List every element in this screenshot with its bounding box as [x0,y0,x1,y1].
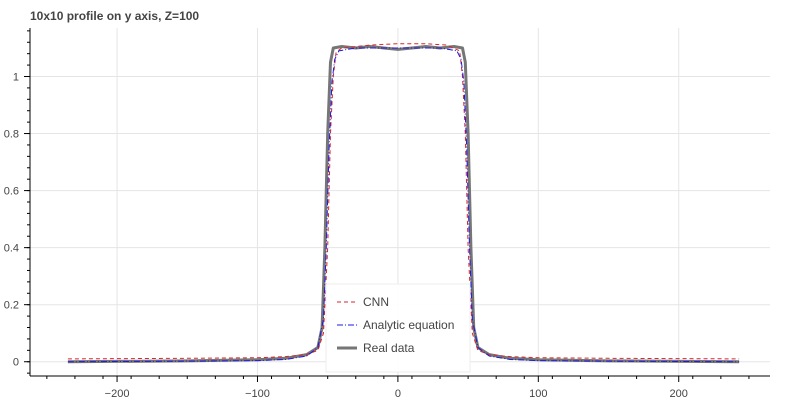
axes: −200 −100 0 100 200 0 0.2 0.4 0.6 0.8 1 [4,28,770,400]
x-tick-label: 100 [529,388,547,400]
legend-label-analytic: Analytic equation [363,318,454,332]
y-tick-label: 0.2 [4,300,19,312]
x-tick-label: 0 [395,388,401,400]
legend: CNN Analytic equation Real data [325,283,471,373]
legend-label-real: Real data [363,341,415,355]
legend-label-cnn: CNN [363,295,389,309]
x-tick-label: 200 [670,388,688,400]
series-lines [67,43,740,364]
chart-title: 10x10 profile on y axis, Z=100 [30,9,199,23]
y-tick-label: 0 [13,357,19,369]
y-tick-label: 0.6 [4,186,19,198]
x-tick-label: −100 [245,388,270,400]
y-tick-label: 0.8 [4,129,19,141]
y-tick-label: 1 [13,71,19,83]
grid [30,28,770,376]
series-line-analytic [67,47,740,363]
legend-box [325,283,471,373]
y-tick-label: 0.4 [4,243,19,255]
x-tick-label: −200 [105,388,130,400]
